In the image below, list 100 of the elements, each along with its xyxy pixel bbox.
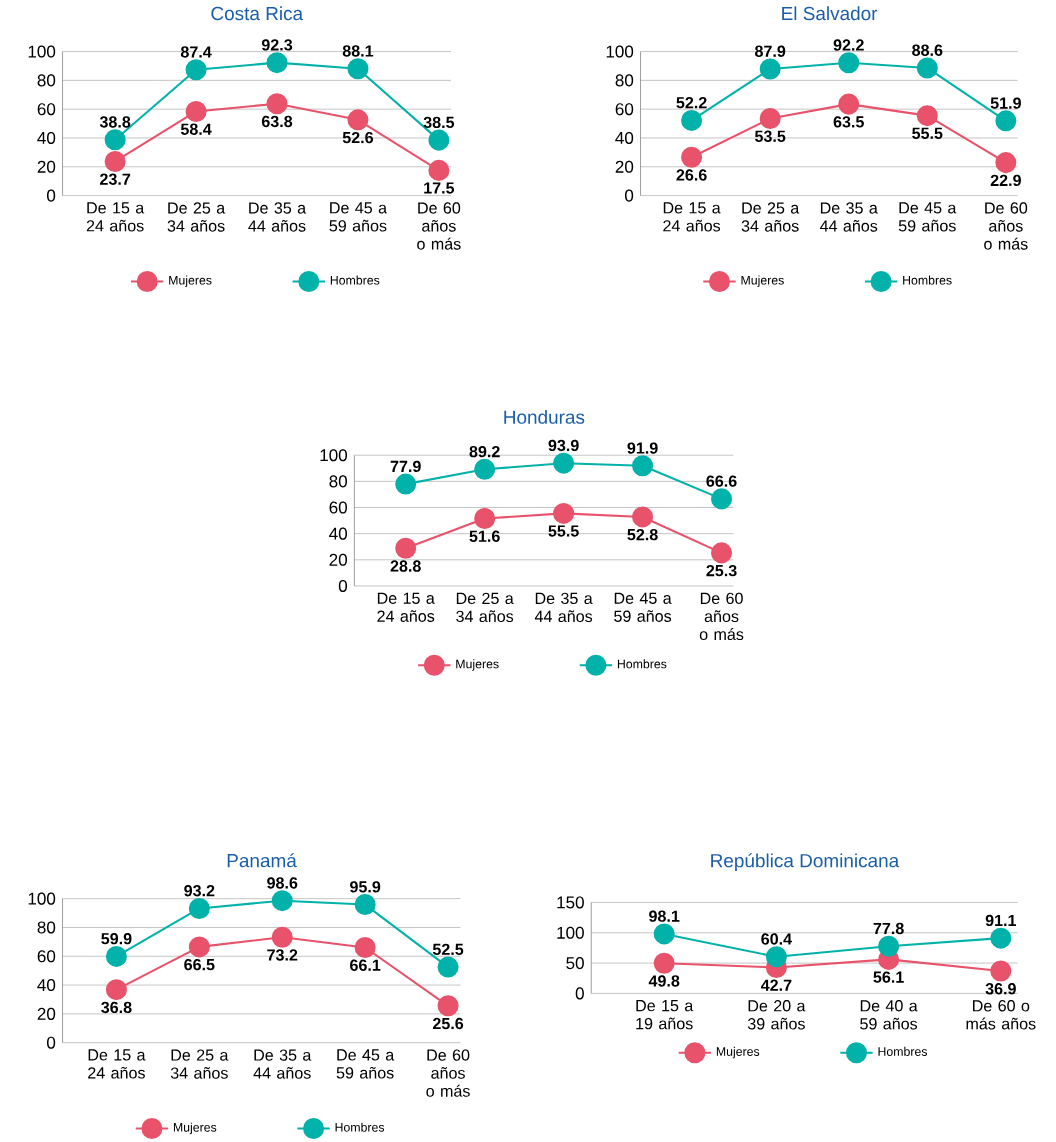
point bbox=[473, 507, 495, 530]
x-tick-label: De 15 a 19 años bbox=[636, 1000, 694, 1030]
legend-label: Hombres bbox=[902, 275, 952, 285]
x-tick-label: De 35 a 44 años bbox=[819, 202, 878, 232]
data-label: 25.6 bbox=[432, 1017, 463, 1030]
x-tick-label: De 15 a 24 años bbox=[663, 202, 721, 232]
legend-label: Mujeres bbox=[741, 275, 784, 288]
data-label: 17.5 bbox=[424, 182, 454, 194]
x-tick-label: De 60 años o más bbox=[699, 592, 744, 641]
y-tick-label: 40 bbox=[615, 131, 633, 145]
point bbox=[990, 960, 1012, 982]
point bbox=[437, 956, 459, 978]
point bbox=[188, 897, 210, 919]
y-tick-label: 150 bbox=[557, 896, 584, 909]
y-tick-label: 100 bbox=[28, 892, 55, 905]
x-tick-label: De 60 años o más bbox=[417, 202, 461, 250]
y-tick-label: 60 bbox=[615, 103, 633, 116]
point bbox=[354, 936, 376, 958]
point bbox=[188, 936, 210, 958]
data-label: 66.1 bbox=[349, 959, 381, 971]
legend-label: Mujeres bbox=[716, 1046, 760, 1059]
chart-title: El Salvador bbox=[781, 6, 878, 21]
x-tick-label: De 45 a 59 años bbox=[613, 592, 672, 622]
point bbox=[347, 109, 369, 131]
data-label: 52.6 bbox=[342, 131, 373, 144]
point bbox=[631, 506, 653, 528]
data-label: 63.8 bbox=[261, 115, 293, 128]
point bbox=[105, 945, 127, 967]
data-label: 58.4 bbox=[180, 123, 212, 135]
y-tick-label: 0 bbox=[624, 189, 633, 202]
data-label: 88.1 bbox=[342, 45, 373, 57]
legend-label: Hombres bbox=[335, 1122, 384, 1132]
point bbox=[271, 926, 293, 948]
y-tick-label: 100 bbox=[606, 45, 633, 58]
chart-title: República Dominicana bbox=[711, 853, 900, 872]
point bbox=[680, 146, 702, 168]
x-tick-label: De 60 años o más bbox=[426, 1049, 470, 1097]
data-label: 52.8 bbox=[627, 528, 658, 541]
point bbox=[765, 946, 787, 968]
data-label: 98.6 bbox=[266, 877, 298, 889]
data-label: 63.5 bbox=[833, 116, 864, 128]
data-label: 92.2 bbox=[833, 39, 864, 51]
legend-label: Hombres bbox=[330, 275, 380, 285]
data-label: 28.8 bbox=[390, 560, 421, 572]
point bbox=[552, 452, 574, 474]
x-tick-label: De 45 a 59 años bbox=[329, 202, 387, 232]
point bbox=[347, 58, 369, 80]
point bbox=[266, 93, 288, 115]
y-tick-label: 40 bbox=[328, 527, 347, 540]
y-tick-label: 50 bbox=[566, 957, 584, 970]
chart-title: Honduras bbox=[504, 409, 585, 424]
data-label: 36.8 bbox=[100, 1001, 132, 1014]
data-label: 36.9 bbox=[985, 983, 1016, 995]
data-label: 66.5 bbox=[184, 958, 215, 971]
data-label: 26.6 bbox=[676, 169, 707, 181]
point bbox=[653, 923, 675, 945]
point bbox=[428, 129, 450, 151]
point bbox=[185, 100, 207, 122]
data-label: 66.6 bbox=[706, 475, 737, 487]
point bbox=[710, 542, 732, 564]
point bbox=[354, 894, 376, 916]
data-label: 52.2 bbox=[676, 96, 707, 109]
x-tick-label: De 60 años o más bbox=[983, 202, 1028, 250]
x-tick-label: De 15 a 24 años bbox=[87, 1049, 146, 1079]
point bbox=[916, 105, 938, 127]
y-tick-label: 80 bbox=[37, 921, 55, 934]
data-label: 49.8 bbox=[648, 975, 680, 987]
x-tick-label: De 35 a 44 años bbox=[253, 1049, 312, 1079]
x-tick-label: De 15 a 24 años bbox=[86, 202, 145, 232]
legend-label: Mujeres bbox=[456, 659, 499, 671]
point bbox=[990, 927, 1012, 949]
y-tick-label: 20 bbox=[615, 160, 633, 173]
x-tick-label: De 20 a 39 años bbox=[747, 1000, 806, 1030]
y-tick-label: 100 bbox=[320, 449, 347, 462]
y-tick-label: 0 bbox=[575, 987, 584, 1000]
data-label: 22.9 bbox=[990, 174, 1021, 187]
y-tick-label: 0 bbox=[46, 189, 55, 202]
data-label: 42.7 bbox=[760, 979, 792, 991]
data-label: 38.8 bbox=[99, 116, 131, 128]
data-label: 55.5 bbox=[911, 127, 943, 139]
point bbox=[995, 152, 1017, 174]
y-tick-label: 80 bbox=[329, 475, 347, 488]
data-label: 73.2 bbox=[267, 949, 298, 961]
y-tick-label: 20 bbox=[37, 160, 55, 173]
data-label: 53.5 bbox=[754, 130, 786, 142]
point bbox=[395, 537, 417, 559]
y-tick-label: 80 bbox=[615, 74, 633, 87]
data-label: 38.5 bbox=[423, 116, 454, 129]
chart-title: Costa Rica bbox=[211, 6, 303, 21]
point bbox=[428, 159, 450, 181]
data-label: 91.9 bbox=[627, 442, 658, 454]
x-tick-label: De 35 a 44 años bbox=[248, 202, 306, 232]
data-label: 87.4 bbox=[180, 46, 212, 58]
point bbox=[271, 890, 293, 912]
legend-label: Mujeres bbox=[173, 1122, 217, 1135]
data-label: 91.1 bbox=[985, 914, 1016, 927]
point bbox=[395, 473, 417, 495]
legend-label: Mujeres bbox=[169, 275, 212, 288]
point bbox=[653, 952, 675, 974]
x-tick-label: De 45 a 59 años bbox=[898, 202, 957, 232]
